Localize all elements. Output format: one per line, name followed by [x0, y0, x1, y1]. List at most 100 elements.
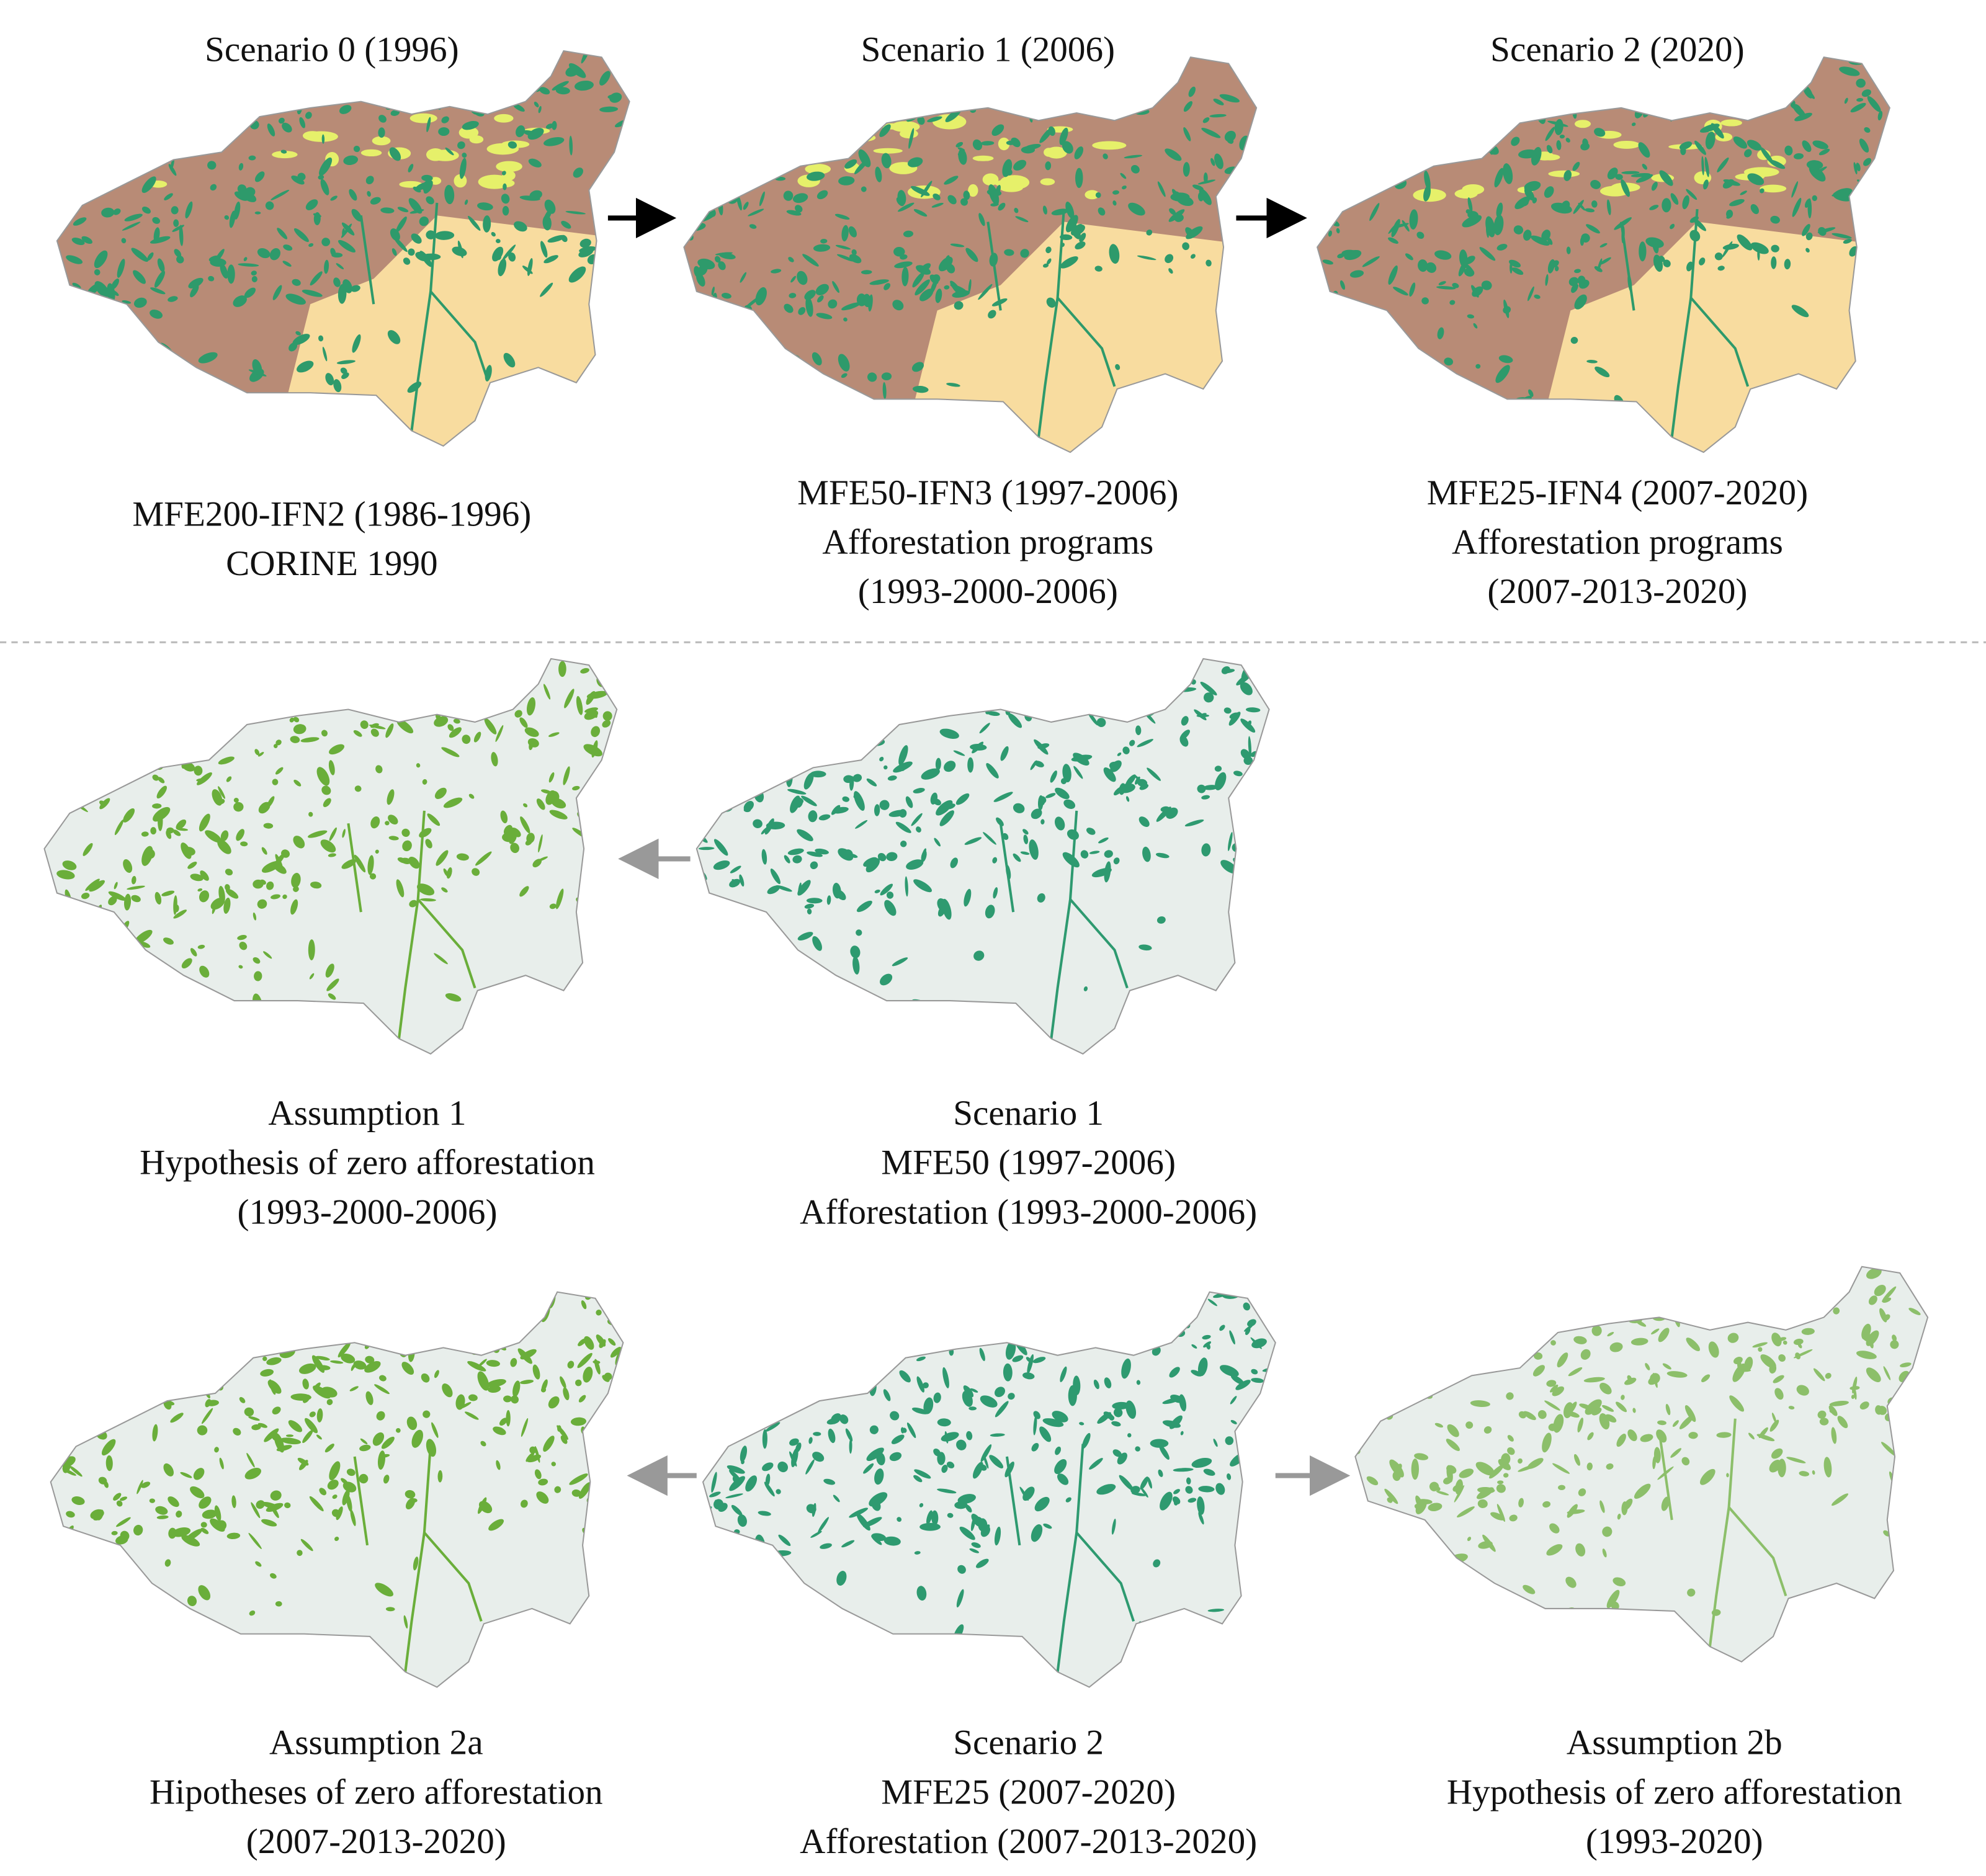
map-patch	[1163, 1331, 1168, 1339]
map-patch	[1434, 250, 1452, 260]
map-patch	[982, 173, 999, 186]
map-patch	[1421, 297, 1429, 305]
map-patch	[1694, 140, 1706, 155]
map-patch	[1837, 1416, 1848, 1429]
map-patch	[158, 663, 166, 672]
map-patch	[1679, 1414, 1694, 1429]
map-patch	[549, 903, 557, 909]
map-patch	[272, 285, 282, 300]
map-patch	[251, 275, 257, 283]
map-patch	[798, 307, 806, 315]
map-patch	[620, 144, 625, 152]
map-patch	[164, 1559, 171, 1567]
map-patch	[266, 881, 274, 890]
map-patch	[1718, 1281, 1733, 1285]
map-patch	[964, 888, 972, 907]
map-patch	[1355, 1316, 1364, 1326]
map-patch	[1443, 1310, 1456, 1321]
map-patch	[725, 713, 733, 720]
map-patch	[897, 202, 915, 212]
map-patch	[131, 876, 136, 885]
map-patch	[913, 788, 925, 793]
map-patch	[319, 1488, 327, 1496]
map-patch	[797, 932, 813, 940]
map-patch	[1928, 1410, 1939, 1421]
map-patch	[87, 770, 98, 788]
map-patch	[631, 80, 643, 87]
map-patch	[66, 1419, 71, 1425]
panel-caption: Afforestation programs	[822, 522, 1153, 561]
map-patch	[1015, 216, 1029, 223]
map-patch	[1614, 217, 1632, 230]
map-patch	[1338, 302, 1344, 311]
map-patch	[812, 1452, 825, 1462]
map-patch	[1355, 140, 1362, 150]
map-patch	[458, 126, 479, 139]
map-patch	[1409, 209, 1418, 230]
map-patch	[114, 882, 118, 890]
map-patch	[318, 174, 324, 180]
map-patch	[305, 1301, 315, 1310]
map-patch	[1186, 226, 1203, 239]
map-patch	[1592, 409, 1602, 416]
map-patch	[1391, 1266, 1399, 1275]
map-patch	[56, 58, 62, 69]
map-patch	[1693, 1290, 1708, 1305]
map-patch	[349, 1386, 359, 1391]
map-patch	[684, 335, 696, 347]
map-patch	[1426, 146, 1457, 153]
map-patch	[1705, 132, 1715, 150]
map-patch	[173, 219, 179, 227]
map-patch	[812, 731, 817, 742]
map-patch	[810, 770, 826, 778]
panel-caption: Scenario 1	[953, 1094, 1104, 1133]
map-patch	[152, 803, 162, 809]
map-patch	[1446, 1439, 1460, 1451]
map-patch	[443, 868, 449, 877]
map-patch	[156, 1515, 169, 1519]
map-patch	[387, 789, 395, 805]
map-patch	[1564, 1281, 1573, 1291]
map-patch	[833, 1494, 840, 1503]
map-patch	[761, 849, 767, 865]
map-patch	[174, 249, 182, 257]
map-patch	[684, 290, 691, 301]
map-patch	[473, 731, 481, 743]
map-patch	[1086, 74, 1092, 82]
map-patch	[988, 310, 996, 319]
map-patch	[807, 908, 812, 914]
map-patch	[328, 993, 336, 1000]
map-patch	[1112, 190, 1120, 195]
map-patch	[114, 1308, 122, 1323]
map-patch	[1262, 673, 1269, 679]
map-patch	[1388, 237, 1398, 244]
map-patch	[1902, 1442, 1910, 1457]
map-patch	[935, 288, 942, 303]
map-patch	[316, 1408, 323, 1423]
map-patch	[1774, 1388, 1784, 1400]
map-patch	[947, 1512, 954, 1518]
map-patch	[1683, 74, 1689, 81]
map-patch	[1571, 284, 1578, 293]
map-patch	[891, 1434, 905, 1444]
map-patch	[1573, 1454, 1580, 1466]
map-patch	[907, 157, 923, 168]
map-patch	[1170, 1415, 1183, 1429]
map-patch	[1882, 161, 1890, 175]
map-patch	[1550, 1340, 1556, 1346]
map-patch	[777, 741, 790, 758]
map-patch	[1518, 1411, 1527, 1419]
map-patch	[739, 874, 745, 887]
map-patch	[1856, 78, 1866, 88]
map-patch	[206, 1400, 219, 1406]
map-patch	[1901, 1452, 1908, 1460]
map-patch	[257, 1423, 267, 1428]
map-patch	[1098, 207, 1106, 216]
map-patch	[998, 137, 1010, 151]
map-patch	[330, 195, 338, 201]
map-patch	[1178, 658, 1187, 665]
map-patch	[114, 998, 123, 1002]
map-patch	[519, 886, 529, 897]
map-patch	[1545, 127, 1555, 141]
map-patch	[1497, 1480, 1504, 1485]
